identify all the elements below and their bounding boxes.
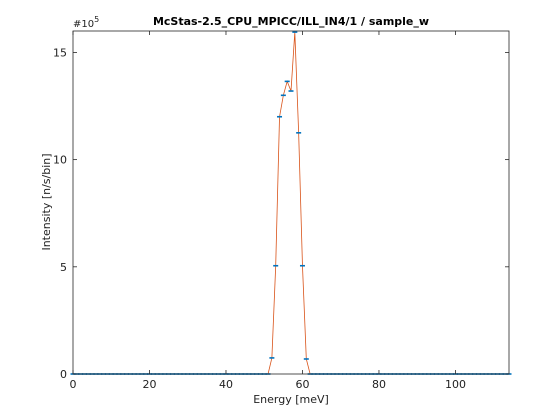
chart-title: McStas-2.5_CPU_MPICC/ILL_IN4/1 / sample_… bbox=[153, 15, 429, 28]
x-axis-label: Energy [meV] bbox=[253, 393, 329, 406]
axes: 0 20 40 60 80 100 0 5 10 15 bbox=[53, 30, 510, 391]
y-tick-label: 10 bbox=[53, 154, 67, 167]
y-multiplier-exponent: 5 bbox=[94, 15, 99, 24]
x-tick-label: 40 bbox=[219, 378, 233, 391]
x-tick-label: 80 bbox=[372, 378, 386, 391]
axes-frame bbox=[72, 30, 510, 375]
y-tick-label: 15 bbox=[53, 46, 67, 59]
x-tick-label: 100 bbox=[445, 378, 466, 391]
x-tick-label: 20 bbox=[142, 378, 156, 391]
y-multiplier-base: #10 bbox=[73, 19, 94, 30]
axes-background bbox=[73, 31, 509, 374]
y-tick-label: 0 bbox=[60, 368, 67, 381]
y-tick-label: 5 bbox=[60, 261, 67, 274]
y-axis-label: Intensity [n/s/bin] bbox=[40, 153, 53, 250]
y-multiplier-label: #105 bbox=[73, 15, 99, 30]
x-tick-label: 0 bbox=[70, 378, 77, 391]
x-tick-label: 60 bbox=[295, 378, 309, 391]
plot-area bbox=[70, 31, 512, 375]
